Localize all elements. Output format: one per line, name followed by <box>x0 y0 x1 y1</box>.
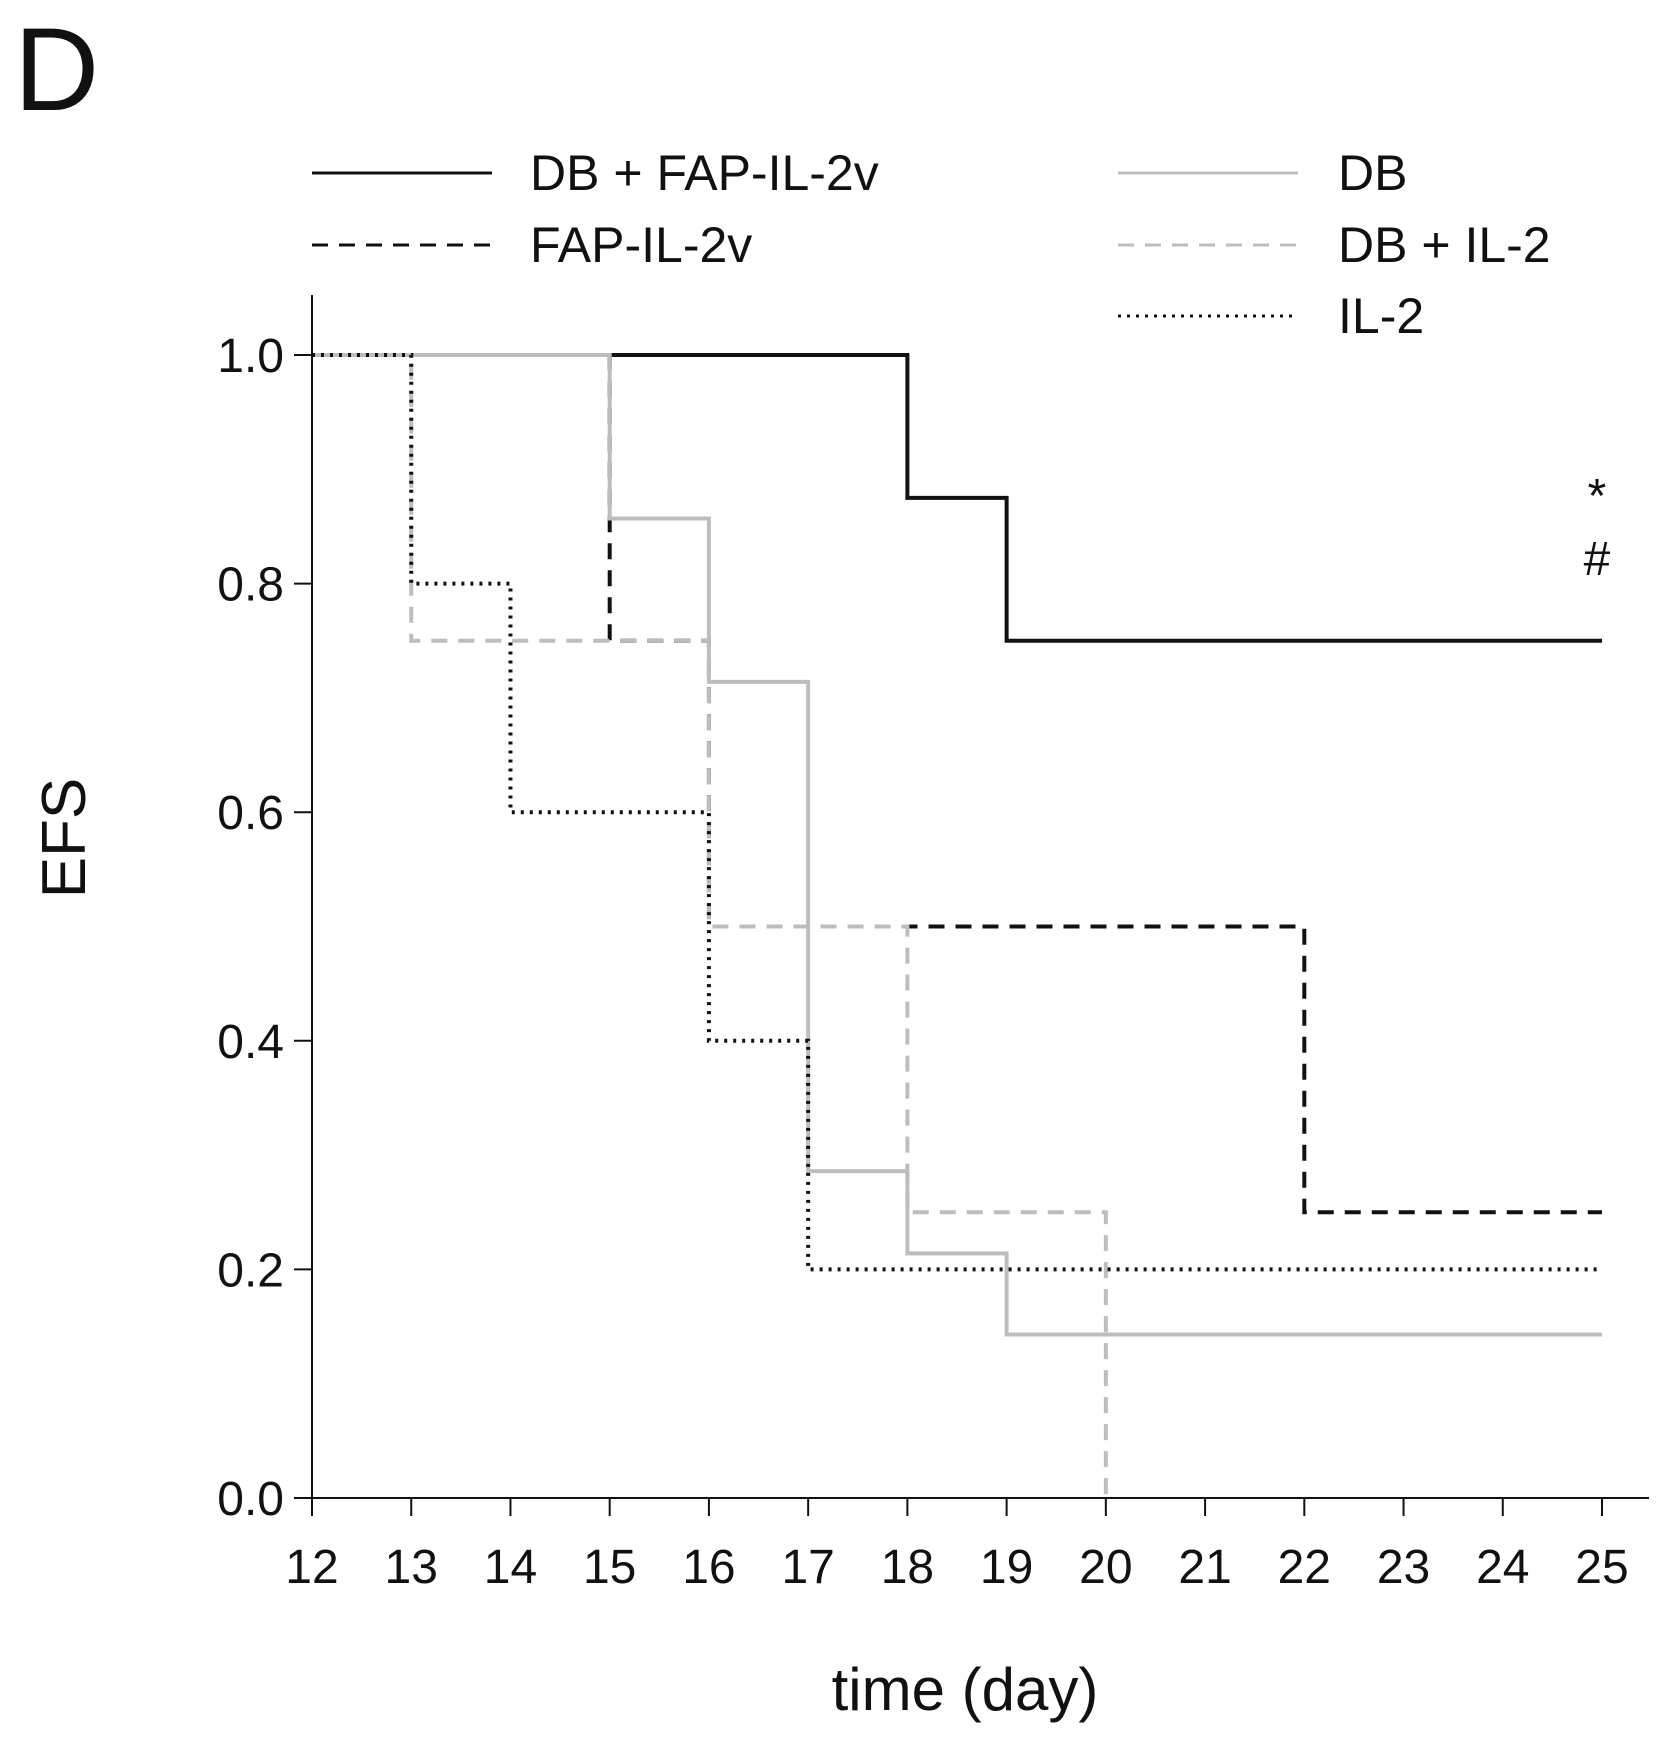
x-tick-label: 25 <box>1575 1541 1628 1594</box>
series-layer <box>312 355 1602 1498</box>
legend: DB + FAP-IL-2v FAP-IL-2v DB DB + IL-2 IL-2 <box>312 145 1551 344</box>
y-tick-label: 0.8 <box>217 559 284 612</box>
panel-label: D <box>14 4 99 136</box>
y-tick-label: 0.6 <box>217 787 284 840</box>
x-tick-label: 22 <box>1278 1541 1331 1594</box>
y-tick-label: 0.0 <box>217 1473 284 1526</box>
legend-label-db-fap-il-2v: DB + FAP-IL-2v <box>530 145 879 201</box>
x-tick-label: 20 <box>1079 1541 1132 1594</box>
x-tick-label: 19 <box>980 1541 1033 1594</box>
y-axis-label: EFS <box>30 778 99 899</box>
legend-label-il-2: IL-2 <box>1338 288 1424 344</box>
x-tick-label: 16 <box>682 1541 735 1594</box>
series-line-fap-il-2v <box>312 355 1602 1212</box>
x-tick-label: 14 <box>484 1541 537 1594</box>
annotation-asterisk: * <box>1588 470 1607 523</box>
series-line-db <box>312 355 1602 1335</box>
x-tick-label: 24 <box>1476 1541 1529 1594</box>
y-tick-label: 0.4 <box>217 1016 284 1069</box>
x-tick-label: 23 <box>1377 1541 1430 1594</box>
x-tick-label: 15 <box>583 1541 636 1594</box>
legend-label-db-il-2: DB + IL-2 <box>1338 217 1551 273</box>
series-line-il-2 <box>312 355 1602 1269</box>
x-tick-label: 13 <box>385 1541 438 1594</box>
x-tick-label: 17 <box>781 1541 834 1594</box>
y-tick-label: 1.0 <box>217 330 284 383</box>
x-tick-label: 12 <box>285 1541 338 1594</box>
legend-label-fap-il-2v: FAP-IL-2v <box>530 217 752 273</box>
legend-label-db: DB <box>1338 145 1407 201</box>
annotation-hash: # <box>1584 533 1611 586</box>
x-axis-label: time (day) <box>832 1656 1099 1723</box>
series-line-db-fap-il-2v <box>312 355 1602 641</box>
x-tick-label: 21 <box>1178 1541 1231 1594</box>
chart: D DB + FAP-IL-2v FAP-IL-2v DB DB + IL-2 IL-2… <box>0 0 1665 1748</box>
y-tick-label: 0.2 <box>217 1244 284 1297</box>
x-tick-label: 18 <box>881 1541 934 1594</box>
axes: 12 13 14 15 16 17 18 19 20 21 22 23 24 25 0.0 0.2 0.4 0.6… <box>217 295 1649 1594</box>
